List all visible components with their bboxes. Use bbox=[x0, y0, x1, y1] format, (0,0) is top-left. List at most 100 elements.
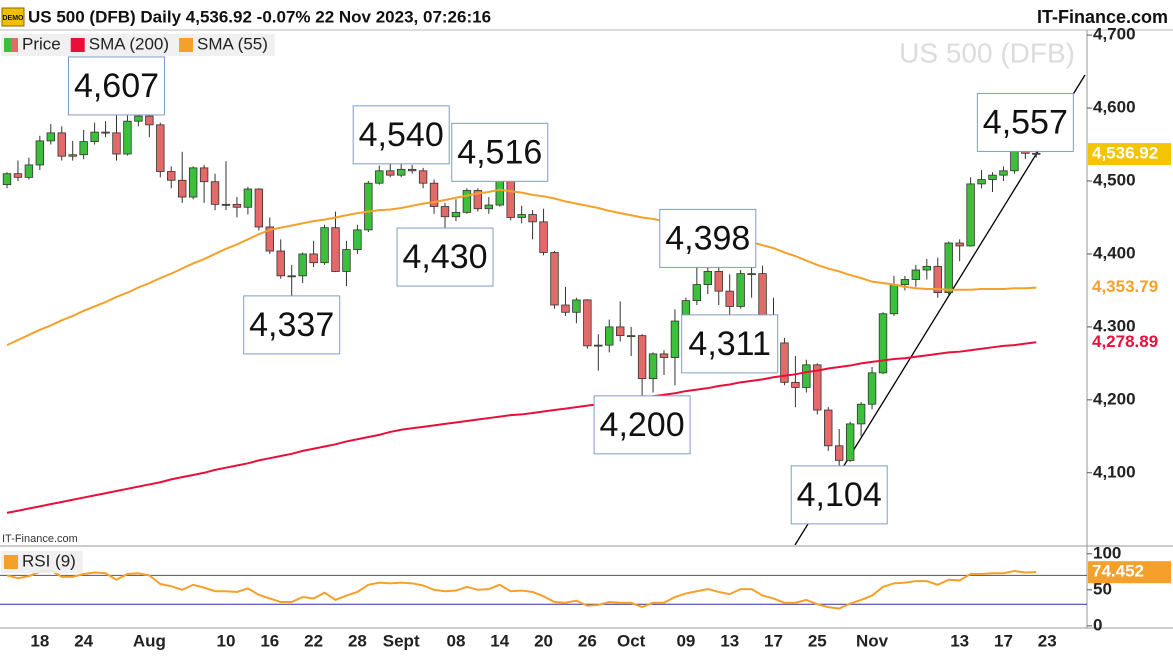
y-tick-label: 0 bbox=[1093, 615, 1102, 634]
source: IT-Finance.com bbox=[1037, 7, 1168, 27]
legend-background bbox=[1, 551, 83, 573]
annotation-label: 4,104 bbox=[797, 476, 882, 514]
annotation-box bbox=[243, 295, 341, 355]
candle-body bbox=[13, 173, 23, 178]
last-value-label: 4,536.92 bbox=[1092, 144, 1158, 163]
y-tick-label: 4,500 bbox=[1093, 170, 1136, 189]
candle-body bbox=[550, 252, 559, 306]
candle-body bbox=[911, 269, 921, 280]
y-tick-label: 100 bbox=[1093, 543, 1121, 562]
annotation-label: 4,557 bbox=[983, 103, 1068, 141]
annotation-label: 4,430 bbox=[402, 238, 487, 276]
candle-body bbox=[177, 179, 187, 198]
candle-body bbox=[517, 214, 526, 218]
x-tick-label: 26 bbox=[578, 631, 597, 650]
x-tick-label: 18 bbox=[30, 631, 49, 650]
x-tick-label: Sept bbox=[383, 631, 420, 650]
candle-body bbox=[659, 353, 669, 358]
watermark: US 500 (DFB) bbox=[899, 37, 1075, 68]
candle-body bbox=[616, 326, 625, 337]
x-tick-label: 20 bbox=[534, 631, 553, 650]
legend-swatch bbox=[70, 38, 85, 52]
annotation-label: 4,200 bbox=[600, 406, 685, 444]
x-tick-label: 08 bbox=[446, 631, 465, 650]
candle-body bbox=[856, 403, 866, 425]
candle-body bbox=[2, 173, 12, 186]
candle-body bbox=[123, 120, 132, 155]
badge: DEMO bbox=[3, 15, 25, 22]
y-tick-label: 4,700 bbox=[1093, 25, 1136, 44]
candle-body bbox=[24, 164, 34, 178]
candle-body bbox=[900, 279, 910, 285]
x-tick-label: 23 bbox=[1038, 631, 1057, 650]
price-panel bbox=[2, 102, 1041, 514]
candle-body bbox=[462, 190, 472, 213]
annotation-box bbox=[681, 314, 779, 374]
candle-body bbox=[692, 284, 702, 302]
candle-body bbox=[484, 204, 493, 210]
y-tick-label: 50 bbox=[1093, 579, 1112, 598]
overlay: 18 24 Aug 10 16 22 28 Sept 08 14 20 26 Oct 09 13 17 25 No… bbox=[1, 25, 1171, 650]
candle-body bbox=[988, 174, 997, 180]
candle-body bbox=[90, 131, 99, 143]
annotation-box bbox=[593, 395, 691, 455]
y-tick-label: 4,300 bbox=[1093, 316, 1136, 335]
candle-body bbox=[440, 206, 450, 218]
annotation-box bbox=[396, 227, 494, 287]
candle-body bbox=[714, 271, 723, 292]
x-tick-label: 16 bbox=[260, 631, 279, 650]
last-value-box bbox=[1088, 561, 1171, 584]
annotation-label: 4,337 bbox=[249, 306, 334, 344]
x-tick-label: 10 bbox=[217, 631, 236, 650]
candle-body bbox=[703, 271, 712, 285]
candle-body bbox=[528, 214, 537, 223]
candle-body bbox=[626, 335, 636, 338]
annotation-label: 4,398 bbox=[665, 219, 750, 257]
candle-body bbox=[572, 299, 581, 313]
candle-body bbox=[637, 335, 647, 380]
legend-label: SMA (200) bbox=[89, 34, 169, 53]
annotation-label: 4,516 bbox=[457, 133, 542, 171]
candle-body bbox=[966, 183, 975, 247]
annotation-box bbox=[451, 122, 549, 182]
x-tick-label: 17 bbox=[994, 631, 1013, 650]
candle-body bbox=[670, 320, 680, 358]
legend-swatch bbox=[11, 38, 18, 52]
y-tick-label: 4,100 bbox=[1093, 462, 1136, 481]
legend: RSI (9) bbox=[1, 551, 83, 573]
candle-body bbox=[265, 226, 274, 252]
candle-body bbox=[736, 273, 745, 307]
candle-body bbox=[605, 326, 614, 346]
candle-body bbox=[68, 154, 77, 157]
candle-body bbox=[188, 167, 198, 198]
candle-body bbox=[506, 176, 515, 218]
last-value-label: 74.452 bbox=[1092, 562, 1144, 581]
x-tick-label: 13 bbox=[720, 631, 739, 650]
last-value-label: 4,278.89 bbox=[1092, 332, 1158, 351]
candle-body bbox=[112, 132, 121, 155]
candle-body bbox=[407, 168, 417, 172]
candle-body bbox=[747, 273, 756, 276]
y-tick-label: 4,600 bbox=[1093, 98, 1136, 117]
candle-body bbox=[134, 115, 143, 122]
candle-body bbox=[298, 253, 307, 277]
last-value-box bbox=[1088, 143, 1171, 166]
x-tick-label: Aug bbox=[133, 631, 166, 650]
candle-body bbox=[922, 265, 931, 271]
x-tick-label: Oct bbox=[617, 631, 646, 650]
candle-body bbox=[35, 140, 45, 166]
candle-body bbox=[813, 364, 822, 411]
legend-swatch bbox=[4, 555, 18, 569]
legend-label: Price bbox=[22, 34, 61, 53]
source-small: IT-Finance.com bbox=[2, 533, 78, 545]
candle-body bbox=[79, 141, 88, 156]
candle-body bbox=[429, 182, 439, 207]
candle-body bbox=[867, 372, 877, 405]
candle-body bbox=[977, 179, 986, 185]
annotation-label: 4,607 bbox=[74, 67, 159, 105]
candle-body bbox=[944, 242, 953, 294]
candle-body bbox=[835, 445, 844, 461]
candle-body bbox=[999, 170, 1008, 176]
legend-label: SMA (55) bbox=[197, 34, 268, 53]
